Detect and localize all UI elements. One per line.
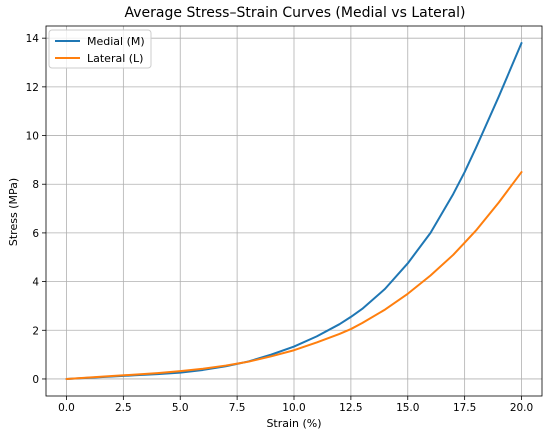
y-tick-label: 6 (32, 228, 39, 240)
x-axis-label: Strain (%) (266, 417, 321, 430)
y-tick-label: 8 (32, 179, 39, 191)
chart-title: Average Stress–Strain Curves (Medial vs … (125, 5, 466, 21)
legend: Medial (M) Lateral (L) (48, 29, 152, 69)
x-tick-label: 17.5 (453, 402, 476, 414)
legend-label-lateral: Lateral (L) (87, 52, 143, 65)
y-tick-label: 2 (32, 325, 39, 337)
y-tick-label: 10 (26, 131, 39, 143)
series-lines (65, 42, 523, 380)
y-axis-ticks: 0 2 4 6 8 10 12 14 (26, 33, 46, 386)
y-tick-label: 4 (32, 277, 39, 289)
x-tick-label: 12.5 (339, 402, 362, 414)
x-tick-label: 15.0 (396, 402, 419, 414)
legend-label-medial: Medial (M) (87, 35, 145, 48)
series-line-lateral (65, 171, 523, 380)
x-tick-label: 2.5 (115, 402, 132, 414)
x-axis-ticks: 0.0 2.5 5.0 7.5 10.0 12.5 15.0 17.5 20.0 (58, 396, 533, 414)
x-tick-label: 10.0 (282, 402, 305, 414)
grid-lines (46, 26, 542, 396)
y-tick-label: 14 (26, 33, 40, 45)
x-tick-label: 7.5 (229, 402, 246, 414)
x-tick-label: 0.0 (58, 402, 75, 414)
x-tick-label: 5.0 (172, 402, 189, 414)
x-tick-label: 20.0 (510, 402, 533, 414)
y-axis-label: Stress (MPa) (7, 178, 20, 246)
y-tick-label: 12 (26, 82, 39, 94)
y-tick-label: 0 (32, 374, 39, 386)
